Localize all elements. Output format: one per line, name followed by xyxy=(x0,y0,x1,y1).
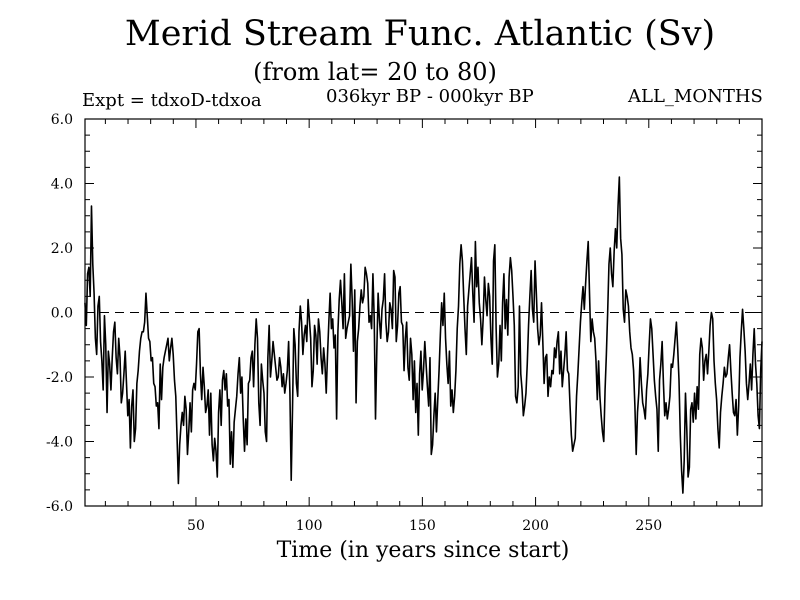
experiment-label: Expt = tdxoD-tdxoa xyxy=(82,90,262,111)
y-tick-label: 0.0 xyxy=(51,306,73,322)
y-tick-label: -6.0 xyxy=(46,499,73,515)
x-tick-label: 150 xyxy=(409,518,436,534)
x-tick-label: 50 xyxy=(187,518,205,534)
months-label: ALL_MONTHS xyxy=(628,86,763,107)
x-axis-label: Time (in years since start) xyxy=(276,538,570,563)
y-tick-label: 4.0 xyxy=(51,177,73,193)
x-tick-label: 200 xyxy=(522,518,549,534)
tick-labels: 50 100 150 200 250 -6.0 -4.0 -2.0 0.0 2.0 4.0 6.0 xyxy=(46,112,662,534)
x-tick-label: 100 xyxy=(296,518,323,534)
y-tick-label: -4.0 xyxy=(46,435,73,451)
period-label: 036kyr BP - 000kyr BP xyxy=(326,86,534,107)
chart-subtitle: (from lat= 20 to 80) xyxy=(253,58,497,86)
chart-title: Merid Stream Func. Atlantic (Sv) xyxy=(124,14,716,54)
y-tick-label: 6.0 xyxy=(51,112,73,128)
plot-frame xyxy=(84,118,763,507)
x-tick-label: 250 xyxy=(635,518,662,534)
y-tick-label: -2.0 xyxy=(46,370,73,386)
y-tick-label: 2.0 xyxy=(51,241,73,257)
series-line xyxy=(84,176,763,494)
